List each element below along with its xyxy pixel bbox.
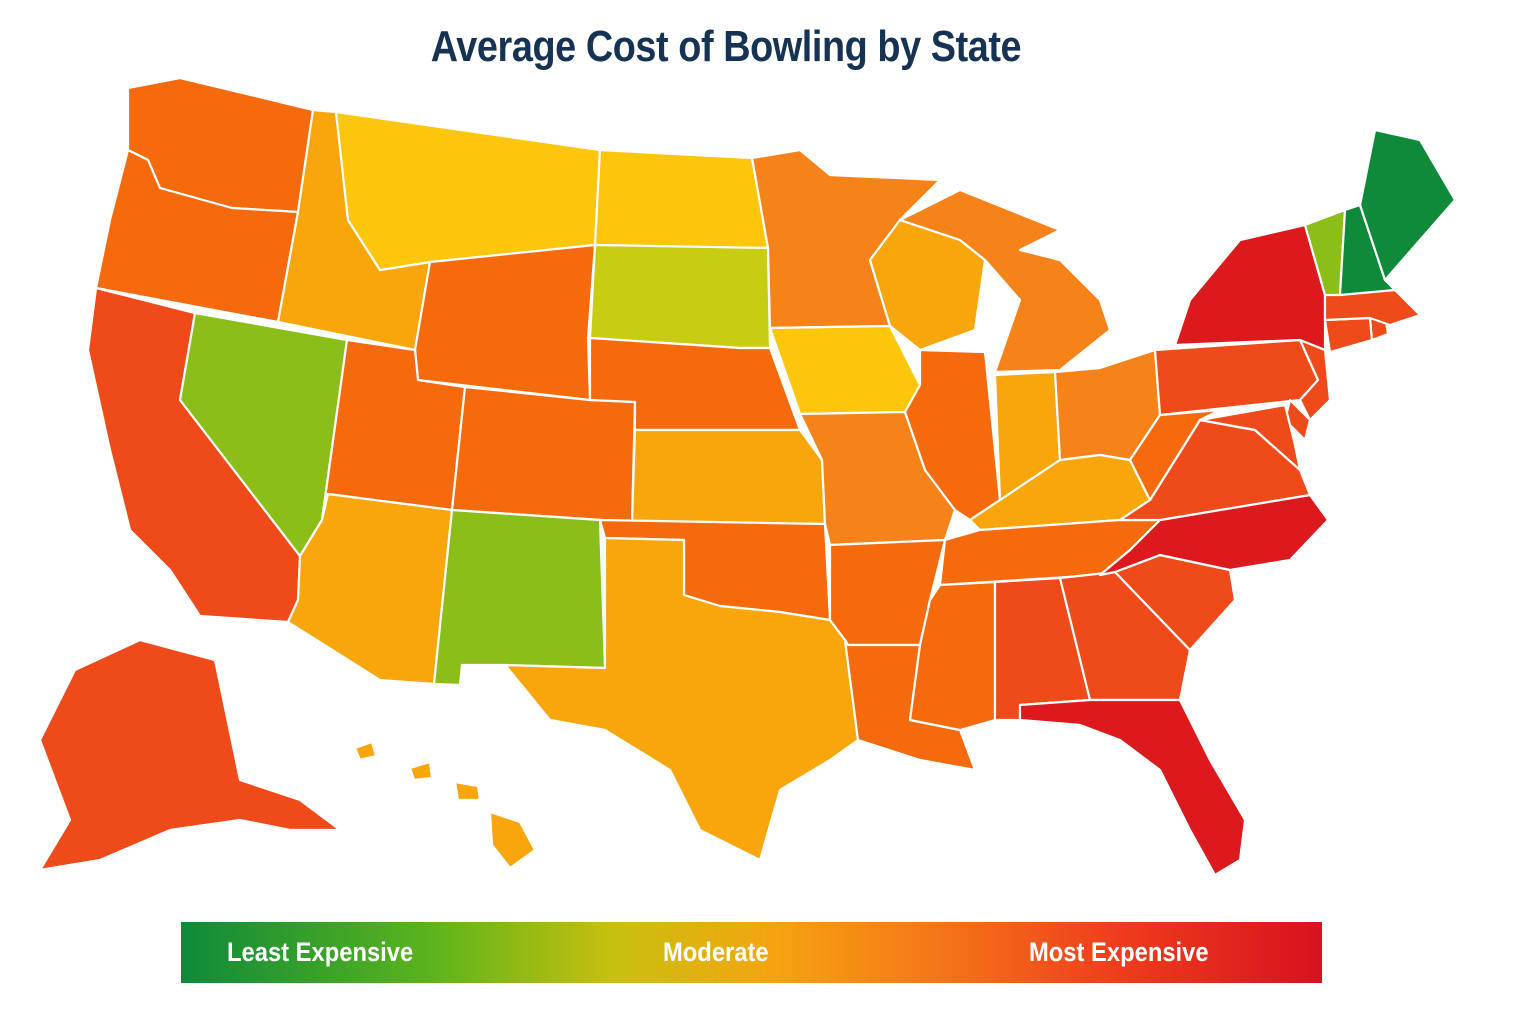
state-michigan[interactable] (898, 188, 1112, 374)
state-florida[interactable] (1018, 698, 1247, 877)
cost-legend: Least Expensive Moderate Most Expensive (181, 922, 1322, 983)
state-new-mexico[interactable] (432, 508, 607, 687)
legend-moderate: Moderate (663, 937, 769, 967)
legend-most-expensive: Most Expensive (1029, 937, 1209, 967)
state-maryland[interactable] (1198, 403, 1302, 472)
legend-least-expensive: Least Expensive (227, 937, 414, 967)
state-alaska[interactable] (38, 638, 342, 872)
state-kansas[interactable] (630, 428, 827, 526)
state-north-carolina[interactable] (1098, 493, 1330, 577)
state-west-virginia[interactable] (1128, 408, 1222, 502)
state-hawaii[interactable] (353, 740, 537, 870)
state-north-dakota[interactable] (593, 148, 770, 250)
state-colorado[interactable] (450, 385, 637, 524)
state-illinois[interactable] (903, 348, 1002, 522)
state-connecticut[interactable] (1323, 316, 1374, 354)
state-new-york[interactable] (1173, 223, 1327, 352)
state-maine[interactable] (1358, 128, 1457, 282)
state-texas[interactable] (503, 536, 860, 862)
state-new-hampshire[interactable] (1338, 203, 1397, 297)
map-title: Average Cost of Bowling by State (430, 22, 1022, 71)
state-iowa[interactable] (768, 324, 922, 416)
state-wyoming[interactable] (413, 243, 597, 402)
state-montana[interactable] (334, 110, 602, 272)
state-south-dakota[interactable] (588, 243, 772, 350)
